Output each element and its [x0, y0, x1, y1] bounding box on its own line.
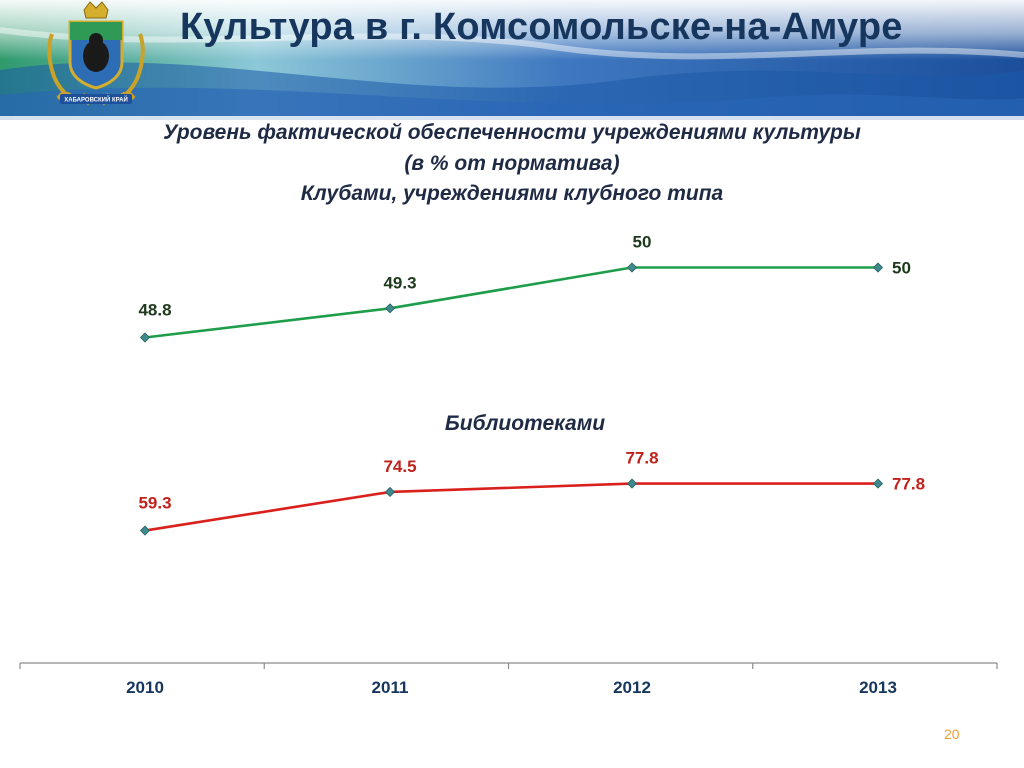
x-tick-label-2013: 2013: [859, 678, 897, 697]
x-tick-label-2012: 2012: [613, 678, 651, 697]
libraries-section-title: Библиотеками: [445, 412, 605, 435]
libraries-point-2010: [139, 525, 151, 536]
clubs-point-2013: [872, 262, 884, 273]
clubs-data-label-2013: 50: [892, 259, 911, 278]
chart-subtitle-line1: Уровень фактической обеспеченности учреж…: [163, 121, 861, 144]
clubs-series-group: 48.8 49.3 50 50: [138, 233, 911, 343]
libraries-data-label-2012: 77.8: [625, 449, 658, 468]
libraries-point-2012: [626, 478, 638, 489]
libraries-series-line: [144, 482, 878, 532]
x-tick-label-2010: 2010: [126, 678, 164, 697]
page-number: 20: [944, 726, 960, 742]
chart-subtitle-line2: (в % от норматива): [404, 152, 620, 175]
chart-subtitle-line3: Клубами, учреждениями клубного типа: [300, 182, 724, 205]
libraries-point-2013: [872, 478, 884, 489]
clubs-data-label-2012: 50: [633, 233, 652, 252]
clubs-point-2010: [139, 332, 151, 343]
clubs-point-2011: [384, 303, 396, 314]
header-banner: ХАБАРОВСКИЙ КРАЙ Культура в г. Комсомоль…: [0, 0, 1024, 120]
x-tick-label-2011: 2011: [372, 678, 409, 697]
banner-background: [0, 0, 1024, 120]
clubs-point-2012: [626, 262, 638, 273]
slide-title: Культура в г. Комсомольске-на-Амуре: [180, 6, 903, 48]
clubs-series-line: [144, 266, 878, 339]
emblem-caption: ХАБАРОВСКИЙ КРАЙ: [64, 96, 128, 104]
libraries-series-group: 59.3 74.5 77.8 77.8: [138, 449, 925, 536]
clubs-data-label-2010: 48.8: [138, 301, 171, 320]
clubs-data-label-2011: 49.3: [383, 273, 416, 292]
libraries-point-2011: [384, 486, 396, 498]
libraries-data-label-2011: 74.5: [383, 457, 416, 476]
libraries-data-label-2010: 59.3: [138, 494, 171, 513]
libraries-data-label-2013: 77.8: [892, 475, 925, 494]
coat-of-arms-emblem: ХАБАРОВСКИЙ КРАЙ: [47, 1, 145, 106]
x-axis: 2010 2011 2012 2013: [19, 662, 998, 697]
